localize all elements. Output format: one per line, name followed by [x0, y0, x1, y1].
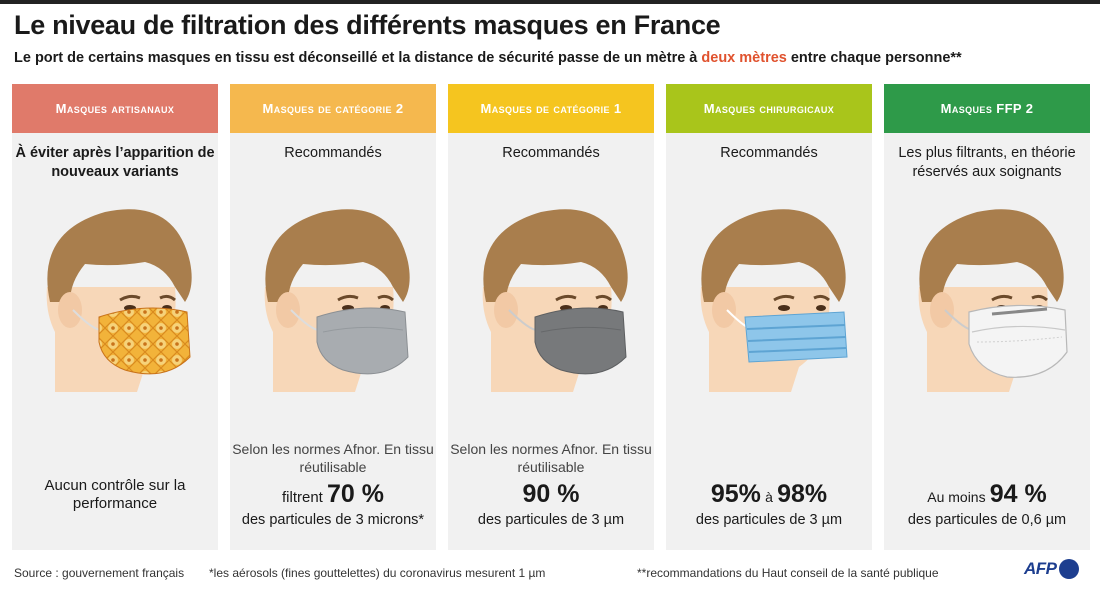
column-status: Recommandés	[502, 145, 600, 161]
column-status: À éviter après l’apparition de nouveaux …	[15, 145, 215, 180]
footnote-aerosols: *les aérosols (fines gouttelettes) du co…	[209, 566, 546, 580]
column-status: Recommandés	[720, 145, 818, 161]
stat-description: des particules de 0,6 µm	[907, 512, 1067, 528]
stat-description: des particules de 3 µm	[695, 512, 843, 528]
footnote-recommandations: **recommandations du Haut conseil de la …	[637, 566, 939, 580]
subtitle-text: Le port de certains masques en tissu est…	[14, 50, 702, 66]
column-note: Selon les normes Afnor. En tissu réutili…	[232, 441, 434, 475]
stat-value: 90 %	[522, 480, 580, 508]
fabric-pattern-mask-icon	[46, 209, 192, 392]
stat-value: 95%	[710, 480, 761, 508]
stat-description: des particules de 3 microns*	[241, 512, 425, 528]
column-header: Masques chirurgicaux	[666, 84, 872, 133]
column-stat: 95% à 98%	[666, 479, 872, 513]
stat-value: 70 %	[327, 480, 384, 508]
column-masques-categorie-1: Masques de catégorie 1 Recommandés Selon…	[448, 84, 654, 550]
column-stat: filtrent 70 %	[230, 479, 436, 513]
column-note: Aucun contrôle sur la performance	[44, 477, 186, 512]
mask-columns: Masques artisanaux À éviter après l’appa…	[12, 84, 1090, 550]
afp-dot-icon	[1058, 559, 1079, 579]
column-masques-chirurgicaux: Masques chirurgicaux Recommandés 95% à 9…	[666, 84, 872, 550]
page-title: Le niveau de filtration des différents m…	[14, 10, 721, 40]
subtitle-highlight: deux mètres	[701, 50, 787, 66]
stat-prefix: Au moins	[927, 489, 986, 505]
column-note: Selon les normes Afnor. En tissu réutili…	[450, 441, 652, 475]
column-masques-artisanaux: Masques artisanaux À éviter après l’appa…	[12, 84, 218, 550]
stat-value-2: 98%	[777, 480, 828, 508]
column-header: Masques de catégorie 1	[448, 84, 654, 133]
dark-gray-mask-icon	[482, 209, 628, 392]
column-status: Les plus filtrants, en théorie réservés …	[898, 145, 1076, 180]
column-masques-ffp2: Masques FFP 2 Les plus filtrants, en thé…	[884, 84, 1090, 550]
column-header: Masques de catégorie 2	[230, 84, 436, 133]
afp-logo-text: AFP	[1024, 559, 1057, 578]
column-status: Recommandés	[284, 145, 382, 161]
column-stat: Au moins 94 %	[884, 479, 1090, 513]
surgical-blue-mask-icon	[700, 209, 848, 392]
stat-join: à	[765, 489, 773, 505]
top-rule	[0, 0, 1100, 4]
column-stat: 90 %	[448, 479, 654, 513]
stat-prefix: filtrent	[281, 489, 323, 506]
column-header: Masques artisanaux	[12, 84, 218, 133]
subtitle-text-end: entre chaque personne**	[786, 50, 962, 66]
afp-logo: AFP	[1024, 559, 1079, 579]
source-note: Source : gouvernement français	[14, 566, 185, 580]
light-gray-mask-icon	[264, 209, 410, 392]
subtitle: Le port de certains masques en tissu est…	[14, 50, 962, 66]
column-header: Masques FFP 2	[884, 84, 1090, 133]
stat-value: 94 %	[989, 480, 1047, 508]
ffp2-white-mask-icon	[918, 209, 1068, 392]
column-masques-categorie-2: Masques de catégorie 2 Recommandés Selon…	[230, 84, 436, 550]
stat-description: des particules de 3 µm	[477, 512, 625, 528]
